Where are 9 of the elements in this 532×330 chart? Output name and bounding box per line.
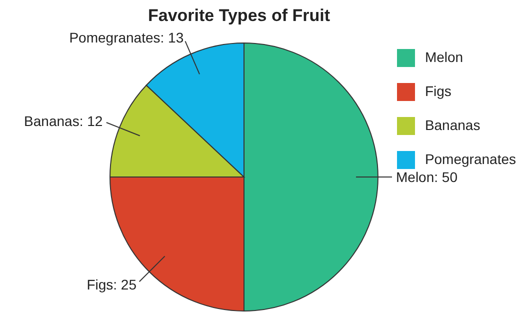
data-label: Figs: 25 xyxy=(86,276,137,292)
data-label: Melon: 50 xyxy=(396,169,458,185)
data-label: Pomegranates: 13 xyxy=(69,30,184,46)
legend-label: Melon xyxy=(424,49,464,65)
legend-label: Pomegranates xyxy=(424,151,516,167)
legend-label: Figs xyxy=(424,83,452,99)
chart-title: Favorite Types of Fruit xyxy=(147,6,331,26)
data-label: Bananas: 12 xyxy=(24,113,103,130)
legend-label: Bananas xyxy=(424,117,480,133)
